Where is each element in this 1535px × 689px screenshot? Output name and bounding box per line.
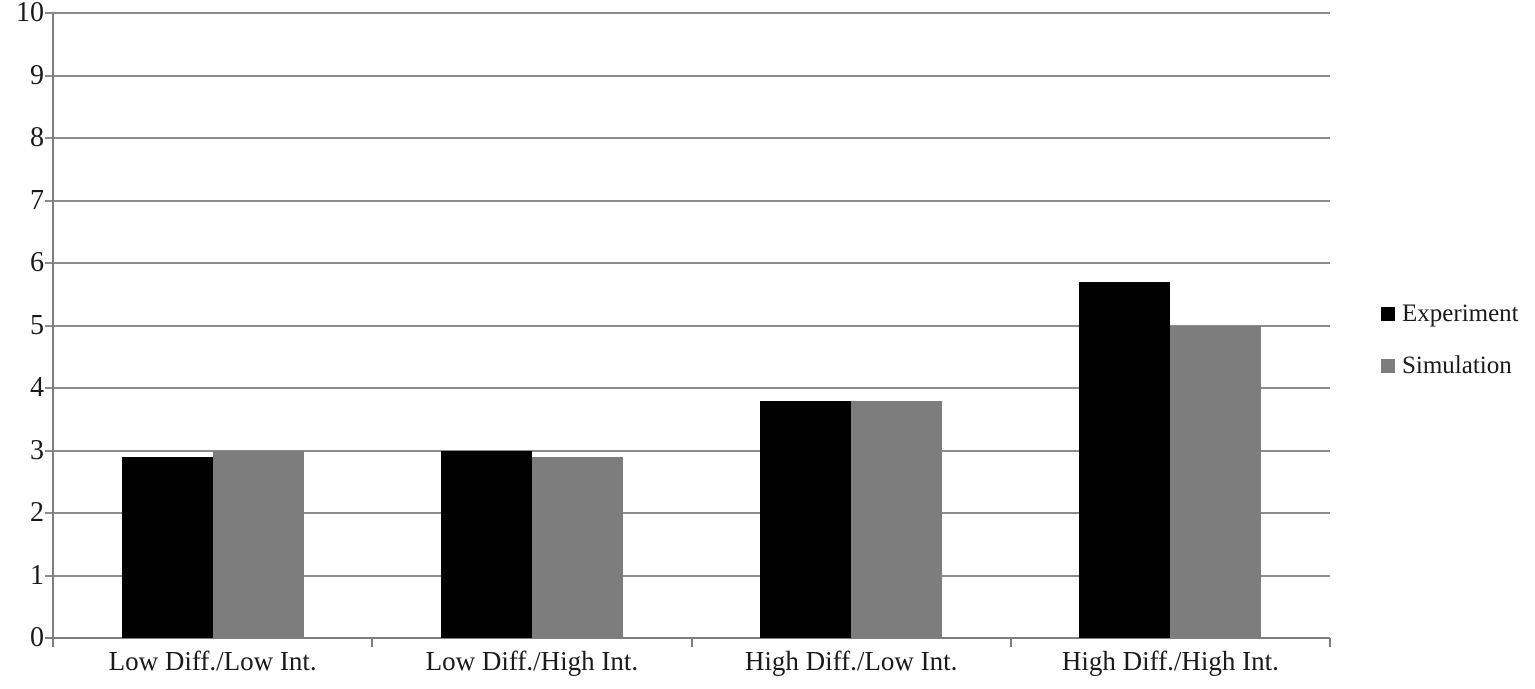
y-tick-label: 3 (30, 434, 44, 466)
gridline (45, 12, 1330, 14)
y-tick-label: 4 (30, 372, 44, 403)
y-tick-label: 2 (30, 497, 44, 528)
legend-label: Experiment (1402, 300, 1519, 327)
gridline (45, 387, 1330, 389)
x-axis-tick (1329, 638, 1331, 647)
gridline (45, 199, 1330, 202)
bar-experiment-1 (121, 456, 213, 638)
legend-marker-icon (1381, 306, 1395, 321)
gridline (45, 574, 1330, 577)
gridline (45, 74, 1330, 77)
gridline (45, 137, 1330, 139)
y-tick-label: 7 (30, 184, 44, 216)
gridline (45, 449, 1330, 452)
x-category-label: High Diff./High Int. (1061, 646, 1279, 676)
x-category-label: Low Diff./Low Int. (108, 646, 317, 676)
gridline (45, 512, 1330, 514)
bar-experiment-2 (440, 450, 532, 638)
gridline (45, 262, 1330, 264)
x-category-label: High Diff./Low Int. (744, 646, 958, 676)
bar-simulation-4 (1170, 325, 1262, 638)
legend-item-experiment: Experiment (1381, 301, 1519, 326)
y-tick-label: 0 (30, 622, 44, 653)
legend-marker-icon (1381, 358, 1395, 373)
y-tick-label: 10 (16, 0, 44, 28)
bar-simulation-1 (212, 450, 304, 638)
bar-experiment-4 (1079, 281, 1171, 638)
bar-simulation-2 (531, 456, 623, 638)
x-axis-tick (52, 638, 54, 647)
legend-item-simulation: Simulation (1381, 353, 1519, 378)
gridline (45, 324, 1330, 327)
y-tick-label: 5 (30, 309, 44, 341)
y-tick-label: 8 (30, 122, 44, 153)
legend-label: Simulation (1402, 352, 1512, 379)
y-tick-label: 6 (30, 247, 44, 278)
x-axis-tick (371, 638, 374, 647)
x-axis-tick (1009, 638, 1012, 647)
y-axis-line (52, 12, 54, 639)
x-axis-baseline (45, 637, 1330, 639)
bar-experiment-3 (760, 400, 852, 638)
x-axis-tick (690, 638, 693, 647)
bar-simulation-3 (851, 400, 943, 638)
legend: Experiment Simulation (1381, 301, 1519, 378)
y-tick-label: 9 (30, 59, 44, 91)
x-category-label: Low Diff./High Int. (425, 646, 639, 676)
y-tick-label: 1 (30, 559, 44, 591)
